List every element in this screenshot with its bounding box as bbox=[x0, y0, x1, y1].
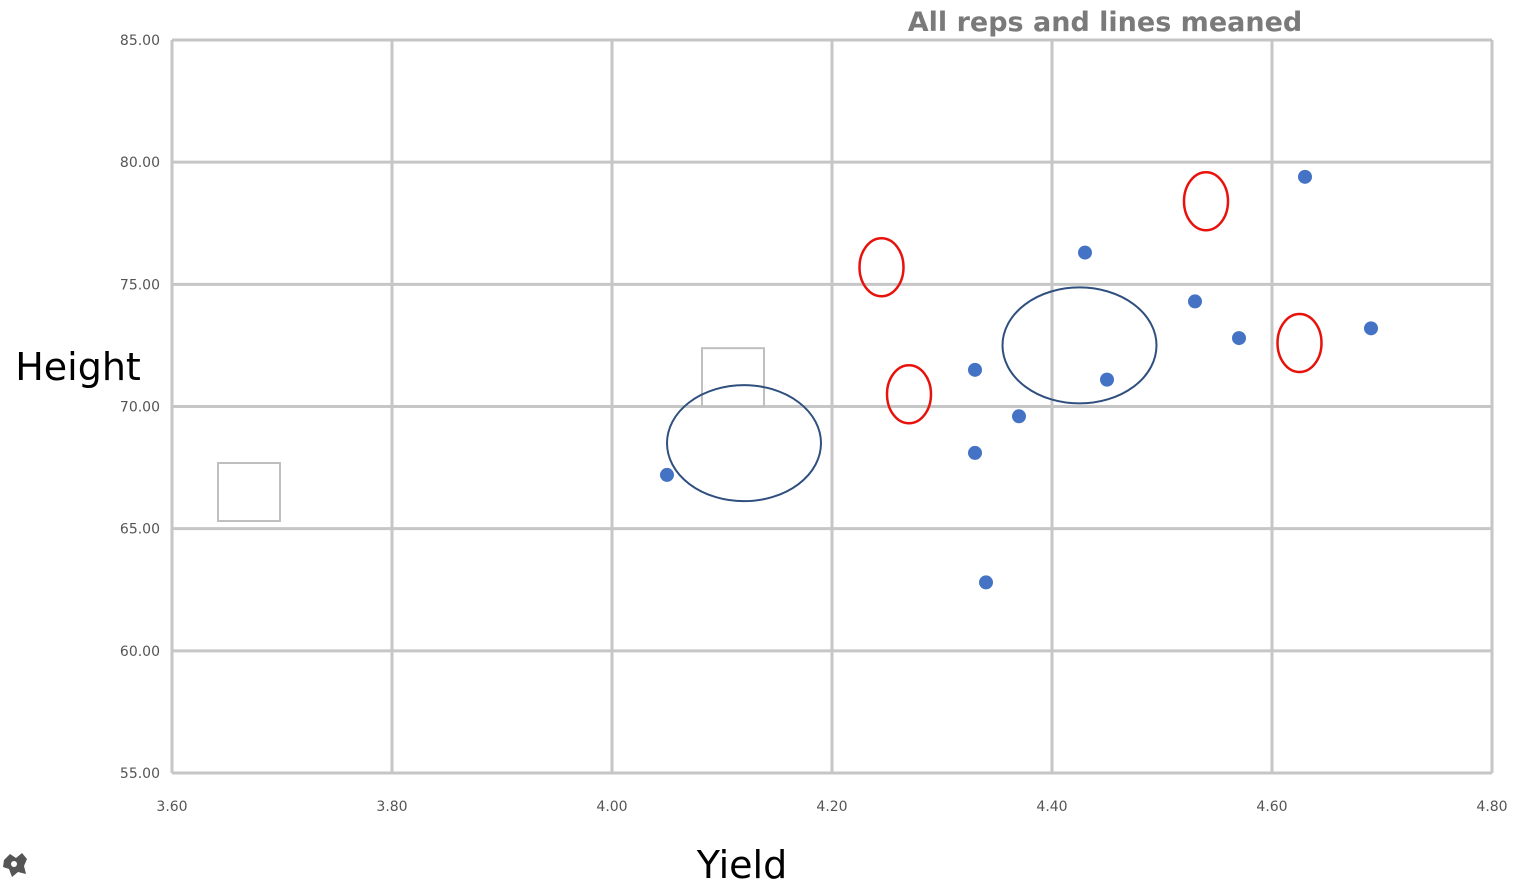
scatter-point bbox=[1298, 169, 1312, 184]
grid bbox=[170, 38, 1494, 775]
scatter-point bbox=[1364, 321, 1378, 336]
x-tick-label: 4.00 bbox=[596, 799, 627, 815]
empty-square-marker bbox=[217, 462, 281, 523]
red-ellipse-annotation bbox=[1182, 171, 1230, 232]
scatter-point bbox=[968, 362, 982, 377]
empty-square-marker bbox=[701, 347, 765, 408]
tick-labels: 3.60 3.80 4.00 4.20 4.40 4.60 4.80 55.00 60.00 65… bbox=[120, 33, 1508, 815]
scatter-point bbox=[968, 445, 982, 460]
x-axis-label: Yield bbox=[696, 843, 787, 883]
red-ellipse-annotation bbox=[885, 364, 933, 425]
blue-ellipse-annotation bbox=[666, 384, 822, 503]
scatter-point bbox=[1078, 245, 1092, 260]
red-ellipse-annotation bbox=[1276, 312, 1323, 374]
x-tick-label: 3.60 bbox=[156, 799, 187, 815]
x-tick-label: 4.40 bbox=[1036, 799, 1067, 815]
scatter-point bbox=[979, 575, 993, 590]
scatter-point bbox=[1232, 331, 1246, 346]
scatter-point bbox=[1188, 294, 1202, 309]
y-tick-label: 55.00 bbox=[120, 766, 160, 782]
logo-icon bbox=[3, 853, 27, 877]
y-tick-label: 70.00 bbox=[120, 400, 160, 416]
annotations bbox=[217, 171, 1323, 523]
x-tick-label: 4.80 bbox=[1476, 799, 1507, 815]
chart-title: All reps and lines meaned bbox=[908, 7, 1302, 38]
scatter-point bbox=[1012, 409, 1026, 424]
data-points bbox=[660, 169, 1378, 590]
y-tick-label: 75.00 bbox=[120, 277, 160, 293]
red-ellipse-annotation bbox=[858, 236, 905, 298]
y-tick-label: 85.00 bbox=[120, 33, 160, 49]
x-tick-label: 4.60 bbox=[1256, 799, 1287, 815]
scatter-point bbox=[1100, 372, 1114, 387]
scatter-point bbox=[660, 467, 674, 482]
y-tick-label: 80.00 bbox=[120, 155, 160, 171]
x-tick-label: 4.20 bbox=[816, 799, 847, 815]
y-tick-label: 60.00 bbox=[120, 644, 160, 660]
blue-ellipse-annotation bbox=[1001, 286, 1158, 405]
y-tick-label: 65.00 bbox=[120, 522, 160, 538]
x-tick-label: 3.80 bbox=[376, 799, 407, 815]
y-axis-label: Height bbox=[15, 345, 141, 389]
